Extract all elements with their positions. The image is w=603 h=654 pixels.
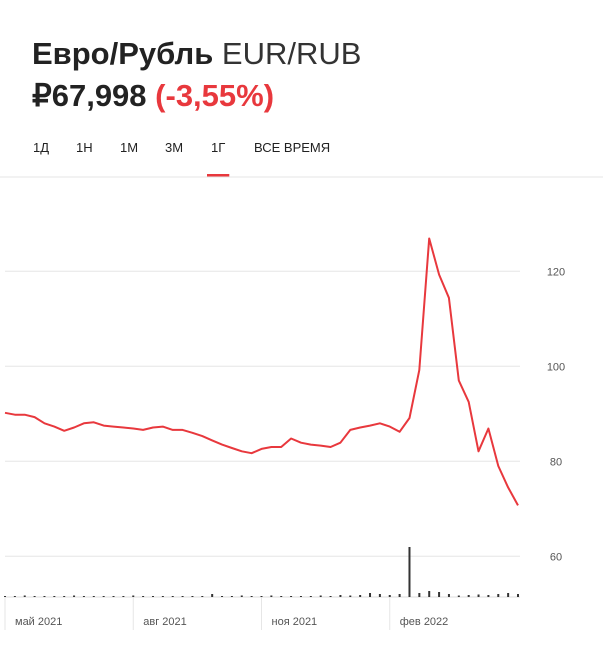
volume-bar	[270, 595, 273, 597]
volume-bar	[517, 594, 519, 597]
y-tick-label: 120	[547, 266, 565, 278]
volume-bar	[388, 595, 391, 597]
tab[interactable]: 1М	[120, 140, 138, 155]
volume-bar	[418, 593, 421, 597]
volume-bar	[487, 595, 490, 597]
volume-bar	[329, 596, 332, 597]
volume-bar	[280, 596, 283, 597]
volume-bar	[240, 595, 243, 597]
volume-bar	[73, 595, 76, 597]
volume-bar	[43, 596, 46, 597]
volume-bar	[398, 594, 401, 597]
volume-bar	[23, 595, 26, 597]
volume-bar	[260, 596, 263, 597]
tab[interactable]: 1Н	[76, 140, 93, 155]
volume-bar	[201, 596, 204, 597]
volume-bar	[457, 595, 460, 597]
symbol: EUR/RUB	[221, 36, 362, 71]
volume-bar	[339, 595, 342, 597]
volume-bar	[151, 596, 154, 597]
price: ₽67,998	[32, 78, 147, 113]
price-line: ₽67,998 (-3,55%)	[32, 78, 361, 114]
volume-bar	[290, 596, 293, 597]
volume-bar	[447, 594, 450, 597]
y-tick-label: 100	[547, 361, 565, 373]
volume-bar	[221, 596, 224, 597]
volume-bar	[181, 596, 184, 597]
volume-bar	[230, 596, 233, 597]
volume-bar	[13, 596, 16, 597]
volume-bar	[63, 596, 66, 597]
volume-bar	[408, 547, 411, 597]
volume-bar	[211, 594, 214, 597]
volume-bar	[428, 591, 431, 597]
volume-bar	[497, 594, 500, 597]
volume-bar	[142, 596, 145, 597]
volume-bar	[4, 596, 6, 597]
volume-bar	[299, 596, 302, 597]
x-tick-label: фев 2022	[400, 616, 449, 628]
volume-bar	[378, 594, 381, 597]
volume-bar	[112, 596, 115, 597]
y-tick-label: 60	[550, 551, 562, 563]
volume-bar	[359, 595, 362, 597]
tab[interactable]: 1Д	[33, 140, 49, 155]
instrument-name: Евро/Рубль	[32, 36, 214, 71]
tab[interactable]: 1Г	[211, 140, 225, 155]
tab[interactable]: 3М	[165, 140, 183, 155]
price-line	[4, 237, 519, 506]
volume-bar	[191, 596, 194, 597]
volume-bar	[132, 595, 135, 597]
volume-bar	[92, 596, 95, 597]
volume-bar	[250, 596, 253, 597]
y-tick-label: 80	[550, 456, 562, 468]
volume-bar	[102, 596, 105, 597]
volume-bar	[309, 596, 312, 597]
header: Евро/Рубль EUR/RUB ₽67,998 (-3,55%)	[32, 36, 361, 114]
volume-bar	[33, 596, 36, 597]
volume-bar	[467, 595, 470, 597]
x-tick-label: ноя 2021	[272, 616, 318, 628]
tab[interactable]: ВСЕ ВРЕМЯ	[254, 140, 330, 155]
volume-bar	[477, 594, 480, 597]
volume-bar	[507, 593, 510, 597]
change: (-3,55%)	[155, 78, 275, 113]
volume-bar	[161, 596, 164, 597]
volume-bar	[171, 596, 174, 597]
volume-bar	[349, 595, 352, 597]
volume-bar	[53, 596, 56, 597]
x-tick-label: май 2021	[15, 616, 62, 628]
title: Евро/Рубль EUR/RUB	[32, 36, 361, 72]
volume-bar	[369, 593, 372, 597]
x-tick-label: авг 2021	[143, 616, 187, 628]
volume-bar	[319, 595, 322, 597]
volume-bar	[122, 596, 125, 597]
volume-bar	[438, 592, 441, 597]
tab-underline	[207, 174, 230, 177]
volume-bar	[82, 596, 85, 597]
